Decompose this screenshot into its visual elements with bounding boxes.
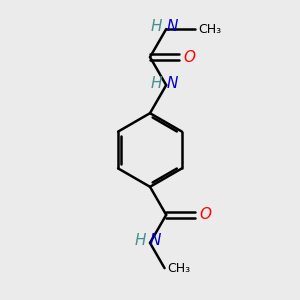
Text: H: H <box>151 76 162 91</box>
Text: O: O <box>200 207 212 222</box>
Text: H: H <box>151 20 162 34</box>
Text: N: N <box>150 233 161 248</box>
Text: CH₃: CH₃ <box>167 262 190 275</box>
Text: CH₃: CH₃ <box>198 22 221 35</box>
Text: H: H <box>135 233 146 248</box>
Text: O: O <box>184 50 196 64</box>
Text: N: N <box>166 20 178 34</box>
Text: N: N <box>166 76 178 91</box>
